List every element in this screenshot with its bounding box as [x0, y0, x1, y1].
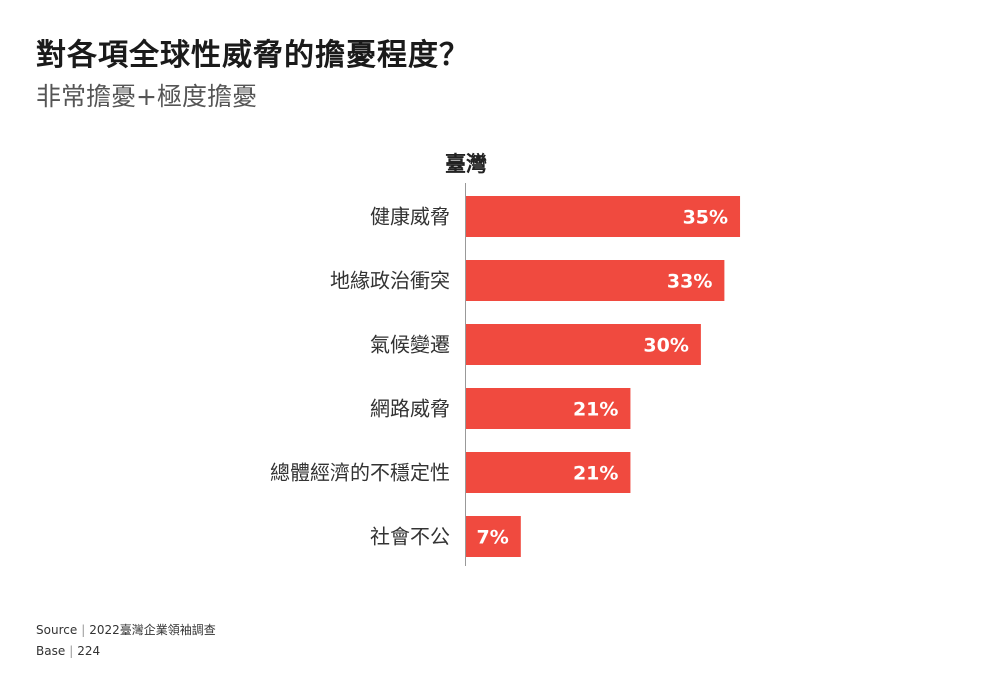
- source-label: Source: [36, 623, 78, 637]
- bar: [466, 388, 631, 429]
- data-label: 30%: [643, 335, 688, 357]
- data-label: 21%: [573, 399, 618, 421]
- base-note: Base | 224: [36, 644, 100, 658]
- data-label: 7%: [477, 527, 509, 549]
- category-label: 總體經濟的不穩定性: [270, 461, 450, 485]
- bar: [466, 452, 631, 493]
- source-separator: |: [81, 623, 86, 637]
- data-label: 35%: [683, 207, 728, 229]
- base-separator: |: [69, 644, 74, 658]
- category-label: 氣候變遷: [370, 333, 450, 357]
- base-label: Base: [36, 644, 66, 658]
- chart-subtitle: 非常擔憂+極度擔憂: [36, 82, 257, 111]
- source-note: Source | 2022臺灣企業領袖調查: [36, 621, 216, 638]
- bar: [466, 196, 741, 237]
- category-label: 健康威脅: [370, 205, 450, 229]
- data-label: 21%: [573, 463, 618, 485]
- category-label: 社會不公: [370, 525, 450, 549]
- bar: [466, 516, 521, 557]
- bar: [466, 260, 725, 301]
- base-value: 224: [77, 644, 101, 658]
- category-label: 網路威脅: [370, 397, 450, 421]
- data-label: 33%: [667, 271, 712, 293]
- bar: [466, 324, 701, 365]
- chart-title: 對各項全球性威脅的擔憂程度？: [36, 38, 470, 73]
- source-value: 2022臺灣企業領袖調查: [89, 623, 216, 637]
- category-label: 地緣政治衝突: [330, 269, 450, 293]
- chart-group-title: 臺灣: [445, 152, 487, 176]
